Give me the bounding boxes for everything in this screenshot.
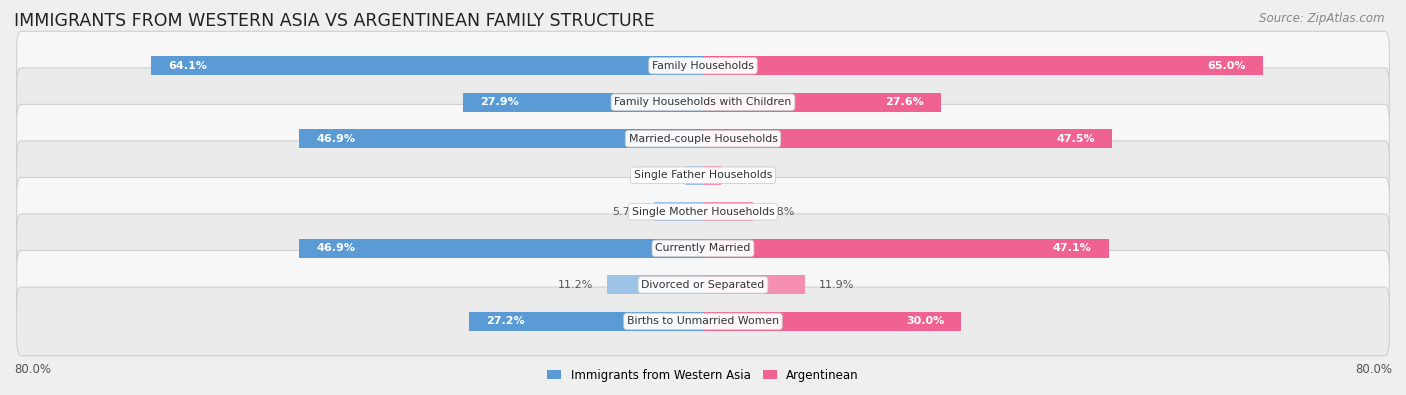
Text: 65.0%: 65.0%: [1206, 61, 1246, 71]
Bar: [685, 166, 703, 185]
Text: Source: ZipAtlas.com: Source: ZipAtlas.com: [1260, 12, 1385, 25]
Text: 5.7%: 5.7%: [613, 207, 641, 217]
Text: 80.0%: 80.0%: [1355, 363, 1392, 376]
FancyBboxPatch shape: [17, 31, 1389, 100]
Bar: [703, 239, 1108, 258]
Bar: [703, 312, 962, 331]
FancyBboxPatch shape: [17, 250, 1389, 319]
Text: Family Households: Family Households: [652, 61, 754, 71]
FancyBboxPatch shape: [17, 177, 1389, 246]
FancyBboxPatch shape: [17, 68, 1389, 137]
Bar: [703, 93, 941, 112]
Text: 5.8%: 5.8%: [766, 207, 794, 217]
Text: 64.1%: 64.1%: [169, 61, 207, 71]
Text: Family Households with Children: Family Households with Children: [614, 97, 792, 107]
FancyBboxPatch shape: [17, 141, 1389, 210]
Text: IMMIGRANTS FROM WESTERN ASIA VS ARGENTINEAN FAMILY STRUCTURE: IMMIGRANTS FROM WESTERN ASIA VS ARGENTIN…: [14, 12, 655, 30]
Text: Currently Married: Currently Married: [655, 243, 751, 253]
Bar: [654, 202, 703, 221]
Bar: [299, 129, 703, 148]
Text: Births to Unmarried Women: Births to Unmarried Women: [627, 316, 779, 326]
Text: 47.1%: 47.1%: [1053, 243, 1091, 253]
Text: 80.0%: 80.0%: [14, 363, 51, 376]
Text: 11.2%: 11.2%: [558, 280, 593, 290]
Text: 46.9%: 46.9%: [316, 134, 356, 144]
Text: 27.9%: 27.9%: [479, 97, 519, 107]
Text: Single Mother Households: Single Mother Households: [631, 207, 775, 217]
Bar: [468, 312, 703, 331]
Text: 2.1%: 2.1%: [644, 170, 672, 180]
Text: Divorced or Separated: Divorced or Separated: [641, 280, 765, 290]
Text: 47.5%: 47.5%: [1056, 134, 1095, 144]
Bar: [606, 275, 703, 294]
Text: Single Father Households: Single Father Households: [634, 170, 772, 180]
Text: 46.9%: 46.9%: [316, 243, 356, 253]
Text: 27.2%: 27.2%: [486, 316, 524, 326]
Bar: [703, 129, 1112, 148]
Bar: [463, 93, 703, 112]
Legend: Immigrants from Western Asia, Argentinean: Immigrants from Western Asia, Argentinea…: [543, 364, 863, 386]
Bar: [703, 202, 754, 221]
Text: 27.6%: 27.6%: [884, 97, 924, 107]
FancyBboxPatch shape: [17, 104, 1389, 173]
Text: 11.9%: 11.9%: [818, 280, 853, 290]
Text: Married-couple Households: Married-couple Households: [628, 134, 778, 144]
FancyBboxPatch shape: [17, 287, 1389, 356]
Bar: [150, 56, 703, 75]
Bar: [703, 166, 721, 185]
FancyBboxPatch shape: [17, 214, 1389, 283]
Bar: [703, 56, 1263, 75]
Bar: [703, 275, 806, 294]
Text: 2.1%: 2.1%: [734, 170, 762, 180]
Text: 30.0%: 30.0%: [905, 316, 945, 326]
Bar: [299, 239, 703, 258]
